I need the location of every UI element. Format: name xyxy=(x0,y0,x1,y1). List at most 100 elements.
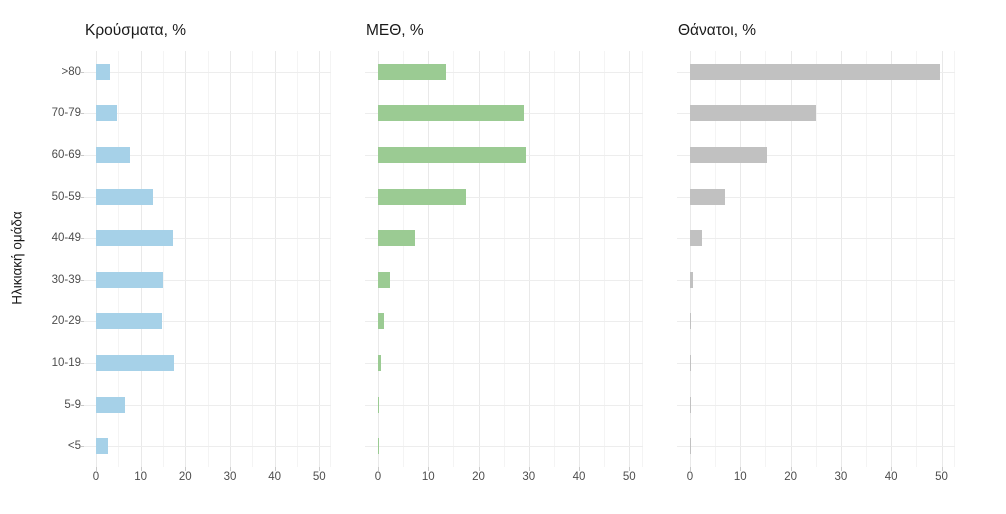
bar xyxy=(96,271,163,288)
x-tick-label: 20 xyxy=(178,471,192,483)
y-axis-tick xyxy=(80,155,84,156)
bar xyxy=(690,438,691,455)
y-axis-tick xyxy=(80,196,84,198)
y-axis-tick xyxy=(80,238,84,240)
x-tick-label: 0 xyxy=(374,471,382,483)
bar xyxy=(690,105,816,122)
bar xyxy=(690,63,940,80)
bar xyxy=(690,230,702,247)
x-axis-tick xyxy=(96,467,97,471)
panel-title: Κρούσματα, % xyxy=(85,22,186,39)
gridline-horizontal xyxy=(677,363,955,364)
gridline-horizontal xyxy=(84,321,331,323)
panel-title: Θάνατοι, % xyxy=(678,22,757,39)
x-axis-tick xyxy=(528,467,530,471)
x-axis-tick xyxy=(185,467,187,471)
x-axis-tick xyxy=(478,467,480,471)
x-axis-tick xyxy=(941,467,943,471)
gridline-major xyxy=(629,51,631,467)
x-tick-label: 50 xyxy=(935,471,948,483)
gridline-horizontal xyxy=(84,113,331,115)
gridline-horizontal xyxy=(365,321,643,323)
gridline-horizontal xyxy=(365,196,643,198)
category-label: 5-9 xyxy=(64,398,81,411)
bar xyxy=(690,355,691,371)
gridline-minor xyxy=(553,51,555,467)
y-axis-tick xyxy=(80,404,84,406)
gridline-major xyxy=(229,51,231,467)
bar xyxy=(96,147,131,163)
x-tick-label: 50 xyxy=(312,471,326,483)
y-axis-tick xyxy=(80,113,84,115)
gridline-minor xyxy=(162,51,164,467)
bar xyxy=(378,188,466,205)
x-tick-label: 20 xyxy=(784,471,797,483)
gridline-horizontal xyxy=(84,155,331,156)
category-label: 60-69 xyxy=(51,149,81,161)
x-tick-label: 40 xyxy=(268,471,282,483)
category-label: 20-29 xyxy=(51,315,81,328)
x-tick-label: 50 xyxy=(622,471,636,483)
gridline-major xyxy=(528,51,530,467)
gridline-minor xyxy=(765,51,767,467)
x-tick-label: 40 xyxy=(884,471,898,483)
bar xyxy=(96,313,162,330)
gridline-horizontal xyxy=(365,279,643,281)
x-tick-label: 0 xyxy=(686,471,694,483)
x-axis-tick xyxy=(690,467,691,471)
category-label: <5 xyxy=(67,440,81,453)
panel-title: ΜΕΘ, % xyxy=(366,22,424,39)
bar xyxy=(690,147,768,163)
bar xyxy=(378,438,379,455)
x-tick-label: 10 xyxy=(134,471,148,483)
gridline-horizontal xyxy=(84,446,331,448)
bar xyxy=(96,355,175,371)
gridline-horizontal xyxy=(365,446,643,448)
category-label: 40-49 xyxy=(51,232,81,245)
gridline-major xyxy=(478,51,480,467)
gridline-horizontal xyxy=(365,363,643,364)
gridline-horizontal xyxy=(677,113,955,115)
bar xyxy=(378,396,379,413)
bar xyxy=(96,438,108,455)
gridline-major xyxy=(274,51,276,467)
gridline-horizontal xyxy=(84,238,331,240)
x-axis-tick xyxy=(891,467,893,471)
gridline-minor xyxy=(207,51,209,467)
gridline-horizontal xyxy=(677,279,955,281)
x-tick-label: 10 xyxy=(421,471,435,483)
gridline-major xyxy=(378,51,379,467)
gridline-minor xyxy=(296,51,298,467)
gridline-horizontal xyxy=(84,363,331,364)
x-axis-tick xyxy=(229,467,231,471)
x-tick-label: 20 xyxy=(472,471,485,483)
gridline-major xyxy=(891,51,893,467)
gridline-horizontal xyxy=(677,446,955,448)
category-label: 70-79 xyxy=(51,107,81,120)
gridline-horizontal xyxy=(84,196,331,198)
x-axis-tick xyxy=(629,467,631,471)
x-axis-tick xyxy=(274,467,276,471)
category-label: 30-39 xyxy=(51,273,81,286)
gridline-horizontal xyxy=(677,404,955,406)
gridline-major xyxy=(579,51,580,467)
gridline-minor xyxy=(403,51,405,467)
gridline-horizontal xyxy=(84,71,331,73)
gridline-minor xyxy=(715,51,717,467)
x-tick-label: 30 xyxy=(223,471,237,483)
y-axis-tick xyxy=(80,363,84,364)
gridline-minor xyxy=(866,51,868,467)
x-tick-label: 40 xyxy=(572,471,586,483)
gridline-major xyxy=(790,51,792,467)
gridline-major xyxy=(96,51,97,467)
gridline-minor xyxy=(330,51,332,467)
gridline-minor xyxy=(954,51,956,467)
x-tick-label: 10 xyxy=(733,471,747,483)
gridline-minor xyxy=(252,51,254,467)
x-axis-tick xyxy=(428,467,430,471)
x-axis-tick xyxy=(378,467,379,471)
gridline-horizontal xyxy=(84,279,331,281)
gridline-horizontal xyxy=(677,321,955,323)
x-axis-tick xyxy=(579,467,580,471)
bar xyxy=(378,271,390,288)
